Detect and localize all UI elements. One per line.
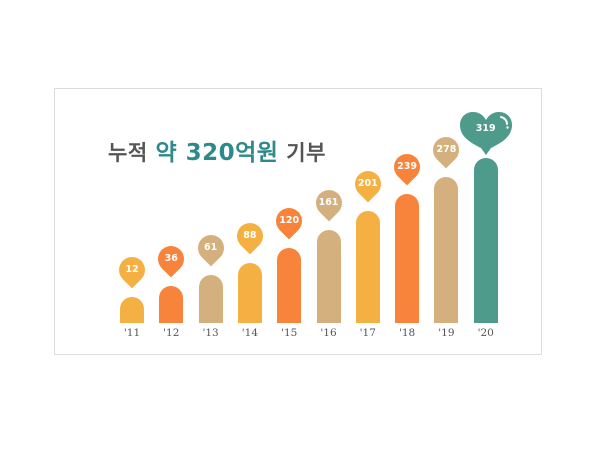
- title-prefix: 누적: [108, 141, 156, 165]
- bar-19: [434, 176, 459, 323]
- value-label: 12: [125, 264, 139, 275]
- bar-18: [395, 194, 420, 323]
- bar-14: [237, 262, 262, 323]
- bar-15: [277, 248, 302, 323]
- bar-16: [316, 229, 341, 323]
- chart-title: 누적 약 320억원 기부: [108, 133, 326, 167]
- x-axis-label: '20: [477, 327, 494, 339]
- x-axis-label: '14: [241, 327, 259, 339]
- value-label: 88: [243, 229, 257, 241]
- x-axis-label: '16: [320, 327, 337, 339]
- x-axis-label: '12: [163, 327, 180, 339]
- title-highlight: 약 320억원: [155, 140, 279, 166]
- value-label: 120: [279, 215, 300, 227]
- value-label: 278: [436, 143, 457, 155]
- bar-20: [473, 158, 498, 323]
- bar-12: [159, 286, 184, 323]
- bar-13: [198, 274, 223, 323]
- value-label: 36: [164, 253, 178, 265]
- x-axis-label: '11: [123, 327, 141, 339]
- x-axis-label: '15: [281, 327, 298, 339]
- x-axis-label: '19: [438, 327, 455, 339]
- title-suffix: 기부: [278, 141, 326, 165]
- value-label: 201: [357, 178, 378, 190]
- value-label: 61: [203, 241, 218, 253]
- bar-17: [355, 211, 380, 323]
- value-label: 239: [397, 161, 418, 173]
- x-axis-label: '18: [398, 327, 416, 339]
- x-axis-label: '13: [202, 327, 219, 339]
- bar-11: [120, 297, 144, 323]
- value-label: 319: [475, 123, 496, 134]
- x-axis-label: '17: [359, 327, 376, 339]
- value-label: 161: [318, 196, 339, 208]
- heart-icon: [459, 112, 512, 155]
